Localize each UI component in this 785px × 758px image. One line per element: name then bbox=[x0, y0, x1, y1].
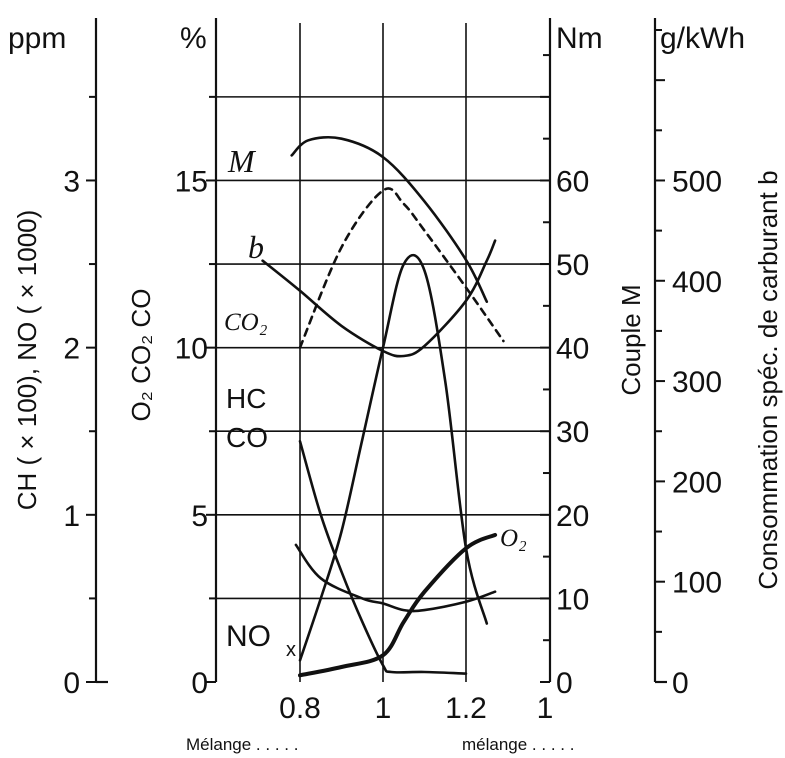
series-label-o2: O₂ bbox=[500, 525, 527, 552]
tick-label-ppm: 1 bbox=[63, 500, 80, 533]
tick-label-ppm: 3 bbox=[63, 165, 80, 198]
axis-title-percent: O₂ CO₂ CO bbox=[126, 289, 156, 422]
series-group bbox=[261, 135, 505, 678]
tick-label-nm: 60 bbox=[556, 165, 589, 198]
axis-unit-ppm: ppm bbox=[8, 22, 66, 55]
series-line-1 bbox=[261, 239, 497, 358]
tick-label-nm: 10 bbox=[556, 583, 589, 616]
tick-label-nm: 30 bbox=[556, 416, 589, 449]
tick-label-percent: 15 bbox=[175, 165, 208, 198]
axis-title-nm: Couple M bbox=[616, 284, 646, 395]
series-label-m: M bbox=[227, 143, 257, 179]
axis-title-ppm: CH ( × 100), NO ( × 1000) bbox=[12, 210, 42, 511]
tick-label-ppm: 2 bbox=[63, 333, 80, 366]
tick-label-percent: 10 bbox=[175, 333, 208, 366]
footer-right-text: mélange . . . . . bbox=[462, 735, 575, 754]
axis-unit-percent: % bbox=[180, 22, 207, 55]
tick-label-gkwh: 0 bbox=[672, 667, 689, 700]
tick-label-nm: 0 bbox=[556, 667, 573, 700]
axes: 0123ppm051015%0102030405060Nm01002003004… bbox=[8, 18, 783, 725]
tick-label-gkwh: 100 bbox=[672, 567, 722, 600]
series-label-co2: CO₂ bbox=[224, 309, 268, 336]
axis-unit-gkwh: g/kWh bbox=[660, 22, 745, 55]
axis-title-gkwh: Consommation spéc. de carburant b bbox=[753, 170, 783, 589]
tick-label-ppm: 0 bbox=[63, 667, 80, 700]
tick-label-nm: 40 bbox=[556, 333, 589, 366]
series-line-3 bbox=[294, 543, 497, 613]
series-label-b: b bbox=[248, 229, 264, 265]
x-tick-label: 1 bbox=[375, 692, 392, 725]
series-line-2 bbox=[298, 187, 505, 349]
tick-label-percent: 0 bbox=[191, 667, 208, 700]
tick-label-nm: 20 bbox=[556, 500, 589, 533]
labels: Mb CO₂ HC CO NO x O₂ bbox=[224, 143, 527, 661]
series-label-nox-sub: x bbox=[286, 639, 296, 661]
x-tick-label-partial: 1 bbox=[537, 692, 554, 725]
tick-label-gkwh: 200 bbox=[672, 466, 722, 499]
footer-left-text: Mélange . . . . . bbox=[186, 735, 299, 754]
tick-label-gkwh: 400 bbox=[672, 266, 722, 299]
series-label-nox: NO bbox=[226, 620, 271, 653]
tick-label-gkwh: 500 bbox=[672, 165, 722, 198]
series-line-4 bbox=[298, 440, 468, 675]
x-tick-label: 1.2 bbox=[445, 692, 487, 725]
series-line-6 bbox=[298, 532, 498, 678]
axis-unit-nm: Nm bbox=[556, 22, 603, 55]
tick-label-percent: 5 bbox=[191, 500, 208, 533]
series-line-0 bbox=[290, 135, 489, 303]
grid bbox=[216, 23, 550, 682]
tick-label-gkwh: 300 bbox=[672, 366, 722, 399]
series-label-hc: HC bbox=[226, 383, 266, 414]
tick-label-nm: 50 bbox=[556, 249, 589, 282]
series-label-co: CO bbox=[226, 422, 268, 453]
series-line-5 bbox=[298, 253, 489, 662]
x-tick-label: 0.8 bbox=[279, 692, 321, 725]
